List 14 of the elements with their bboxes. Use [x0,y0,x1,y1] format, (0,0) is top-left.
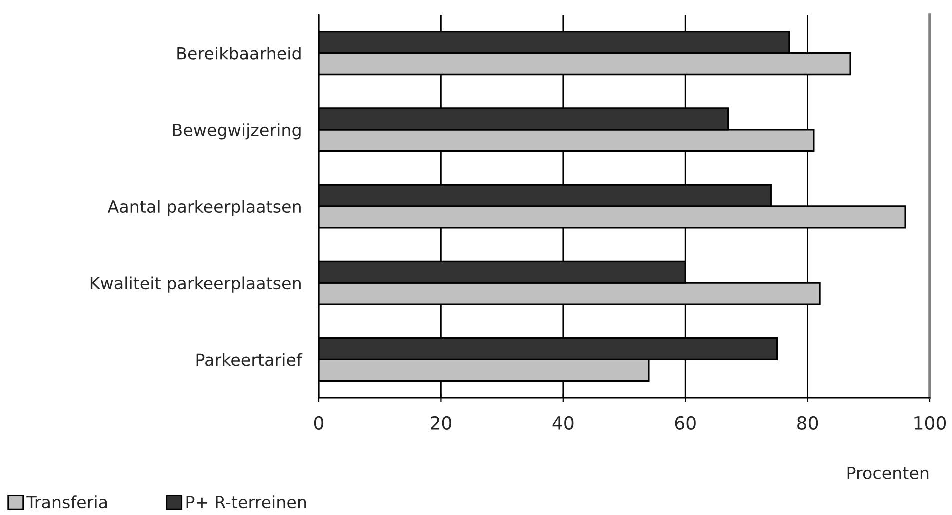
y-tick-label: Parkeertarief [196,353,303,366]
y-tick-label: Bewegwijzering [173,124,301,140]
y-tick-label: Aantal parkeerplaatsen [108,200,301,216]
x-tick-label: 20 [431,416,452,430]
y-tick-label: Kwaliteit parkeerplaatsen [90,276,301,293]
y-tick-label: Bereikbaarheid [178,46,301,60]
x-tick-label: 0 [314,416,324,430]
x-tick-label: 80 [798,416,818,430]
x-axis-title: Procenten [848,467,929,480]
x-tick-label: 100 [914,416,946,430]
x-tick-label: 40 [552,416,574,430]
x-tick-label: 60 [675,416,696,430]
legend-label: Transferia [26,496,108,509]
legend-label: P+ R-terreinen [186,496,306,509]
